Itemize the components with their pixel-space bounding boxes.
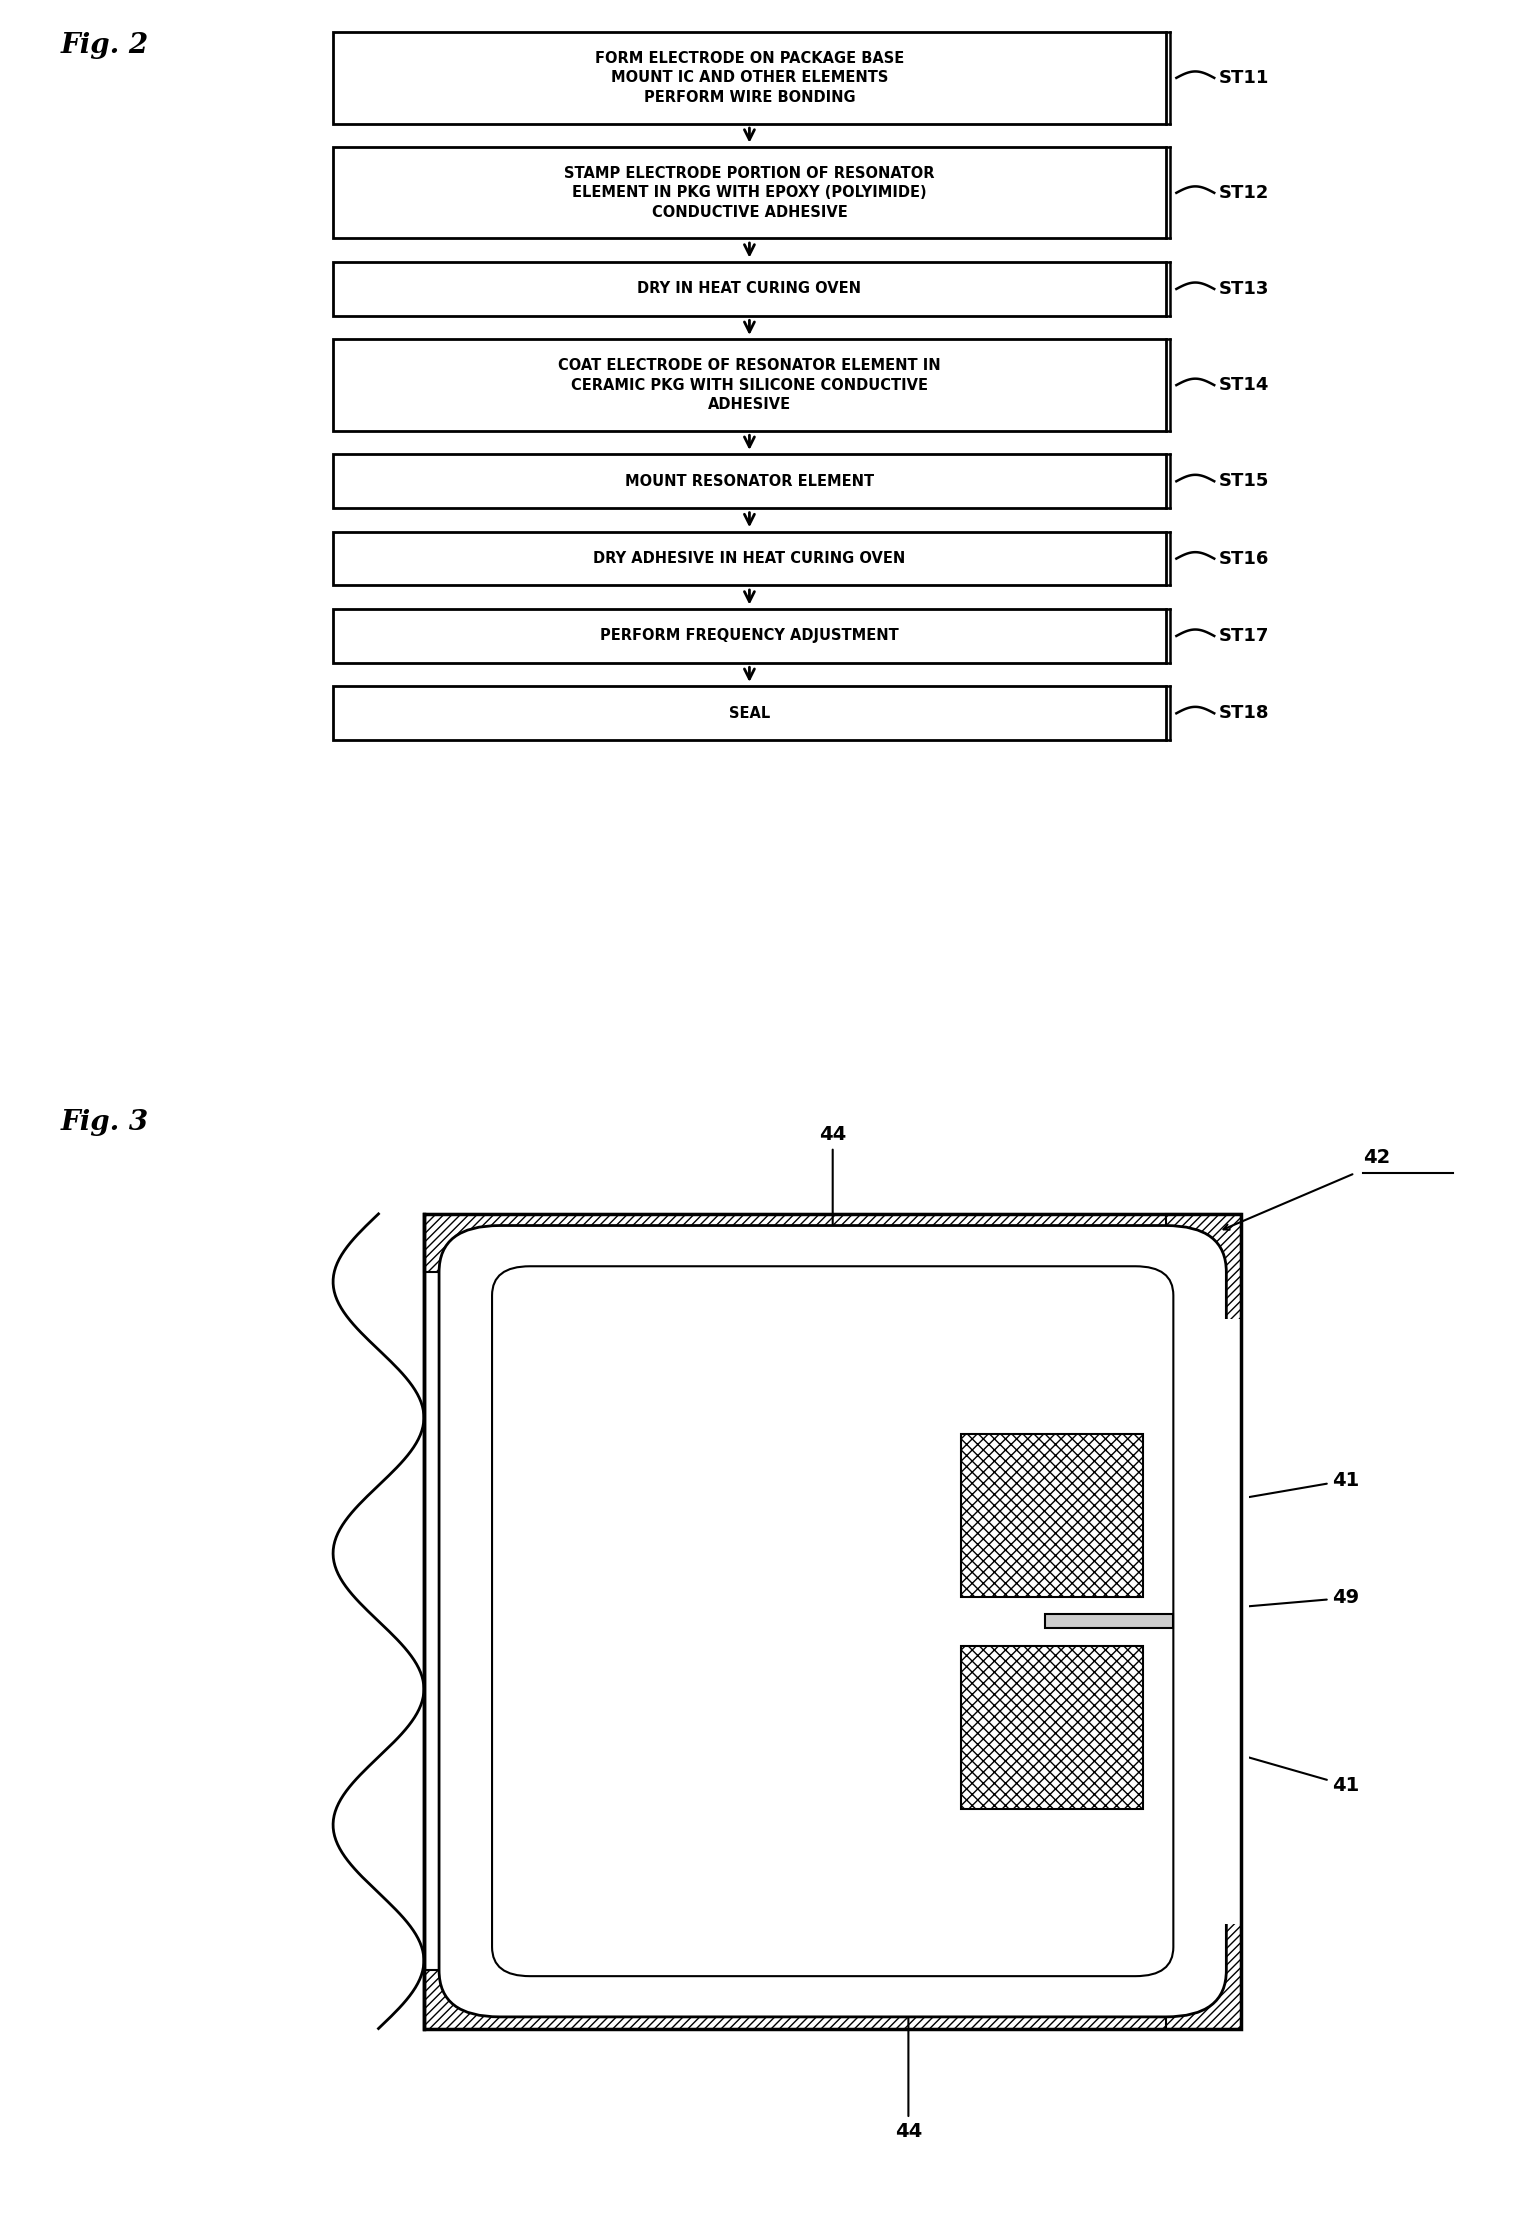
FancyBboxPatch shape bbox=[439, 1226, 1226, 2016]
Bar bbox=[961, 1435, 1143, 1596]
Text: FORM ELECTRODE ON PACKAGE BASE
MOUNT IC AND OTHER ELEMENTS
PERFORM WIRE BONDING: FORM ELECTRODE ON PACKAGE BASE MOUNT IC … bbox=[595, 51, 904, 105]
Bar bbox=[333, 609, 1166, 662]
Text: Fig. 2: Fig. 2 bbox=[61, 31, 148, 58]
Text: DRY IN HEAT CURING OVEN: DRY IN HEAT CURING OVEN bbox=[637, 282, 861, 295]
Bar bbox=[1166, 1213, 1241, 2028]
Text: ST14: ST14 bbox=[1219, 376, 1269, 394]
Bar bbox=[333, 31, 1166, 123]
Text: ST13: ST13 bbox=[1219, 280, 1269, 298]
Text: 49: 49 bbox=[1079, 1589, 1360, 1625]
Bar bbox=[961, 1645, 1143, 1808]
Bar bbox=[424, 1213, 1241, 2028]
Text: SEAL: SEAL bbox=[728, 705, 771, 721]
Text: ST18: ST18 bbox=[1219, 705, 1269, 723]
Text: 44: 44 bbox=[819, 1126, 846, 1238]
Text: ST11: ST11 bbox=[1219, 69, 1269, 87]
Bar bbox=[333, 340, 1166, 430]
Text: ST15: ST15 bbox=[1219, 472, 1269, 490]
Text: 42: 42 bbox=[1363, 1148, 1390, 1168]
Bar bbox=[333, 454, 1166, 508]
Bar bbox=[424, 1213, 1241, 1271]
Text: MOUNT RESONATOR ELEMENT: MOUNT RESONATOR ELEMENT bbox=[625, 474, 874, 488]
Bar bbox=[333, 687, 1166, 741]
Bar bbox=[1045, 1614, 1173, 1629]
Text: 41: 41 bbox=[1148, 1470, 1360, 1517]
Text: ST17: ST17 bbox=[1219, 627, 1269, 645]
Bar bbox=[1158, 1318, 1249, 1925]
Text: PERFORM FREQUENCY ADJUSTMENT: PERFORM FREQUENCY ADJUSTMENT bbox=[600, 629, 899, 645]
Text: Fig. 3: Fig. 3 bbox=[61, 1110, 148, 1137]
Text: COAT ELECTRODE OF RESONATOR ELEMENT IN
CERAMIC PKG WITH SILICONE CONDUCTIVE
ADHE: COAT ELECTRODE OF RESONATOR ELEMENT IN C… bbox=[559, 358, 940, 412]
Text: 41: 41 bbox=[1148, 1728, 1360, 1795]
Bar bbox=[333, 533, 1166, 586]
Text: 44: 44 bbox=[895, 2005, 922, 2140]
Text: ST12: ST12 bbox=[1219, 184, 1269, 201]
Bar bbox=[500, 1271, 1166, 1969]
Bar bbox=[424, 1969, 1241, 2028]
Bar bbox=[333, 148, 1166, 239]
Text: DRY ADHESIVE IN HEAT CURING OVEN: DRY ADHESIVE IN HEAT CURING OVEN bbox=[593, 551, 905, 566]
Text: STAMP ELECTRODE PORTION OF RESONATOR
ELEMENT IN PKG WITH EPOXY (POLYIMIDE)
CONDU: STAMP ELECTRODE PORTION OF RESONATOR ELE… bbox=[565, 166, 934, 219]
Bar bbox=[333, 262, 1166, 316]
Text: ST16: ST16 bbox=[1219, 551, 1269, 568]
